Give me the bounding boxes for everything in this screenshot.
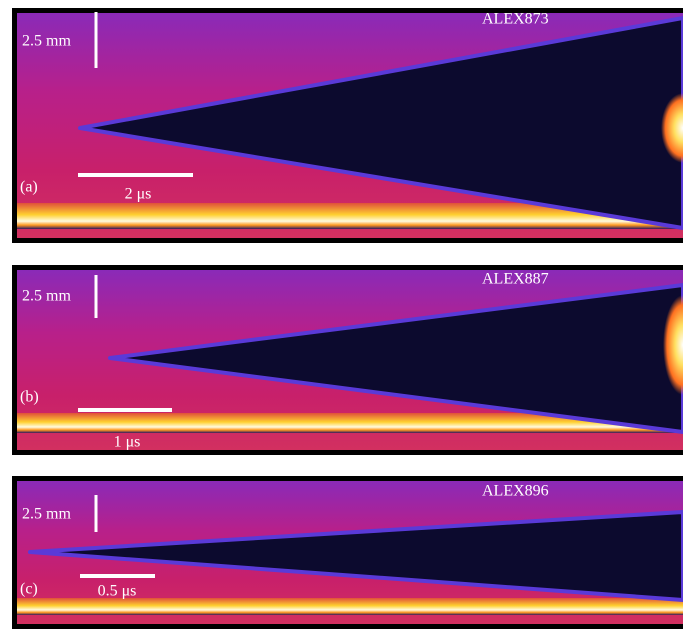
shot-id: ALEX873 — [482, 11, 549, 28]
emission-glow — [663, 295, 683, 395]
shot-id: ALEX887 — [482, 271, 549, 288]
bright-band — [17, 598, 683, 615]
length-scale-label: 2.5 mm — [22, 33, 71, 50]
length-scale-label: 2.5 mm — [22, 288, 71, 305]
shot-id: ALEX896 — [482, 483, 549, 500]
time-scale-label: 1 μs — [114, 434, 141, 451]
panel-label: (c) — [20, 581, 38, 598]
time-scale-label: 2 μs — [125, 186, 152, 203]
dark-cone — [108, 283, 683, 434]
dark-cone — [28, 510, 683, 602]
length-scale-label: 2.5 mm — [22, 506, 71, 523]
emission-glow — [661, 93, 683, 163]
bright-band — [17, 413, 683, 433]
panel-label: (a) — [20, 179, 38, 196]
dark-cone — [78, 16, 683, 230]
panel-label: (b) — [20, 389, 39, 406]
time-scale-label: 0.5 μs — [98, 583, 137, 600]
